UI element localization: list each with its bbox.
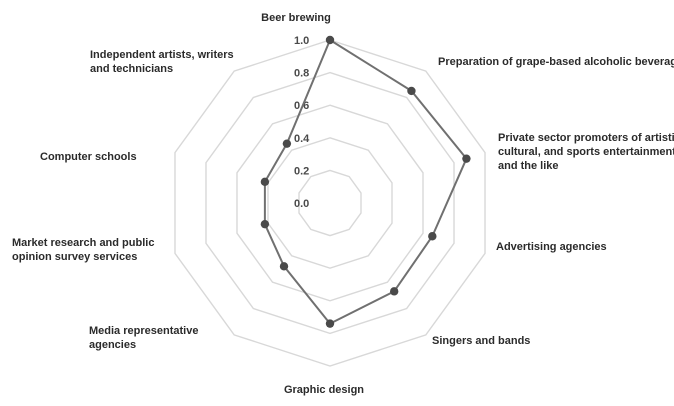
category-label-line: opinion survey services [12, 251, 137, 263]
category-label-line: and technicians [90, 63, 173, 75]
category-label-line: Independent artists, writers [90, 49, 234, 61]
category-label: Graphic design [284, 384, 364, 396]
tick-label: 0.4 [294, 133, 310, 145]
grid-ring-0-6 [236, 104, 424, 302]
tick-label: 0.2 [294, 165, 309, 177]
category-label: Independent artists, writers and technici… [90, 49, 234, 75]
grid-ring-0-2 [298, 169, 362, 237]
data-point [260, 177, 270, 187]
data-point [279, 262, 289, 271]
category-label: Advertising agencies [496, 241, 607, 253]
category-label-line: Computer schools [40, 151, 137, 163]
category-label: Preparation of grape-based alcoholic bev… [438, 56, 674, 68]
data-point [462, 154, 471, 163]
category-label: Private sector promoters of artistic, cul… [498, 132, 674, 172]
category-label: Singers and bands [432, 335, 530, 347]
radial-tick-labels: 0.00.20.40.60.81.0 [294, 35, 310, 210]
data-point [282, 139, 292, 148]
category-label-line: Graphic design [284, 384, 364, 396]
category-label-line: Private sector promoters of artistic, [498, 132, 674, 144]
category-label-line: Preparation of grape-based alcoholic bev… [438, 56, 674, 68]
series-line [263, 39, 468, 325]
category-label-line: Beer brewing [261, 12, 331, 24]
data-point [325, 319, 335, 328]
category-label-line: Singers and bands [432, 335, 530, 347]
category-label: Computer schools [40, 151, 137, 163]
category-label: Media representative agencies [89, 325, 198, 351]
tick-label: 0.0 [294, 198, 309, 210]
data-point [389, 287, 399, 296]
category-label-line: cultural, and sports entertainment, [498, 146, 674, 158]
tick-label: 0.8 [294, 68, 309, 80]
data-point [260, 219, 270, 229]
data-point [325, 35, 335, 45]
tick-label: 1.0 [294, 35, 309, 47]
category-label-line: Advertising agencies [496, 241, 607, 253]
data-point [407, 86, 416, 96]
grid-ring-0-8 [205, 71, 455, 335]
category-label: Market research and public opinion survey… [12, 237, 154, 263]
grid-ring-0-4 [267, 137, 393, 269]
category-labels: Beer brewing Preparation of grape-based a… [12, 12, 674, 396]
category-label-line: and the like [498, 160, 559, 172]
data-point [428, 232, 437, 241]
category-label-line: Media representative [89, 325, 198, 337]
series-layer [260, 35, 471, 328]
grid-rings [174, 39, 486, 367]
category-label-line: Market research and public [12, 237, 154, 249]
category-label: Beer brewing [261, 12, 331, 24]
grid-ring-1-0 [174, 39, 486, 367]
category-label-line: agencies [89, 339, 136, 351]
